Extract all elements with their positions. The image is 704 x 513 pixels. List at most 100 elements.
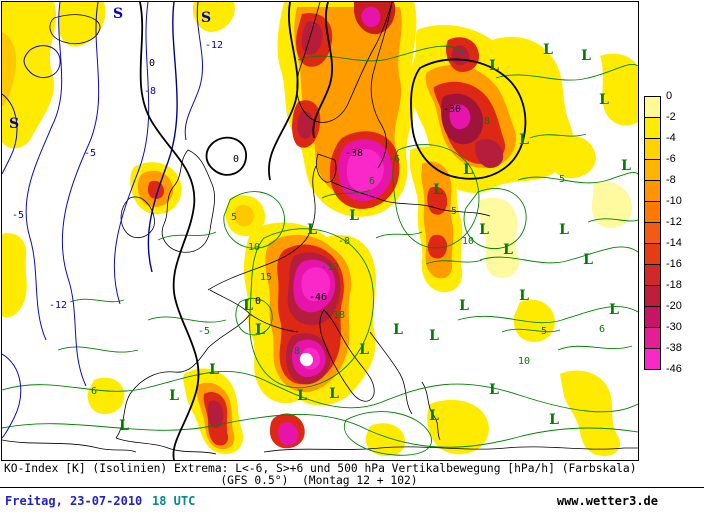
unstable-L-marker: L	[549, 412, 559, 428]
legend-color-cell	[644, 117, 661, 139]
contour-value-label: -8	[288, 346, 300, 357]
unstable-L-marker: L	[429, 408, 439, 424]
legend-color-cell	[644, 348, 661, 370]
contour-value-label: 10	[462, 236, 474, 247]
map-markers: S S S -5 -12 -5 -12 -8 0 0 0 -30 -38 -46 L L L L L L L L L L L L L…	[9, 6, 631, 434]
unstable-L-marker: L	[599, 92, 609, 108]
contour-value-label: -12	[49, 300, 67, 311]
unstable-L-marker: L	[621, 158, 631, 174]
green-contours	[2, 45, 638, 456]
unstable-L-marker: L	[503, 242, 513, 258]
unstable-L-marker: L	[243, 298, 253, 314]
stable-S-marker: S	[201, 10, 211, 26]
legend-label: -30	[666, 321, 682, 333]
legend-color-cell	[644, 138, 661, 160]
blue-contours	[2, 2, 203, 439]
unstable-L-marker: L	[543, 42, 553, 58]
contour-value-label: -5	[84, 148, 96, 159]
legend-label: -46	[666, 363, 682, 375]
footer-credit: www.wetter3.de	[556, 494, 658, 508]
legend-color-cell	[644, 327, 661, 349]
filled-regions	[2, 2, 638, 456]
unstable-L-marker: L	[479, 222, 489, 238]
legend-label: -18	[666, 279, 682, 291]
legend-label: 0	[666, 90, 673, 102]
legend-color-cell	[644, 222, 661, 244]
unstable-L-marker: L	[581, 48, 591, 64]
legend-label: -10	[666, 195, 682, 207]
unstable-L-marker: L	[559, 222, 569, 238]
black-contours	[139, 2, 527, 460]
contour-value-label: -5	[12, 210, 24, 221]
weather-map: S S S -5 -12 -5 -12 -8 0 0 0 -30 -38 -46 L L L L L L L L L L L L L…	[2, 2, 638, 460]
contour-value-label: 10	[518, 356, 530, 367]
unstable-L-marker: L	[359, 342, 369, 358]
legend-color-cell	[644, 180, 661, 202]
legend-color-cell	[644, 201, 661, 223]
contour-value-label: 5	[541, 326, 547, 337]
legend-label: -8	[666, 174, 676, 186]
caption-line2: (GFS 0.5°) (Montag 12 + 102)	[220, 474, 418, 487]
map-frame: S S S -5 -12 -5 -12 -8 0 0 0 -30 -38 -46 L L L L L L L L L L L L L…	[1, 1, 639, 461]
contour-value-label: -46	[309, 292, 327, 303]
unstable-L-marker: L	[433, 182, 443, 198]
legend-labels: 0 -2 -4 -6 -8 -10 -12 -14 -16 -18 -20 -30 -38 -46	[666, 90, 700, 396]
legend-label: -14	[666, 237, 682, 249]
contour-value-label: 6	[369, 176, 375, 187]
contour-value-label: -12	[321, 262, 339, 273]
footer-bar: Freitag, 23-07-2010 18 UTC www.wetter3.d…	[0, 487, 704, 513]
legend-label: -38	[666, 342, 682, 354]
contour-value-label: 5	[231, 212, 237, 223]
contour-value-label: 10	[248, 242, 260, 253]
unstable-L-marker: L	[489, 58, 499, 74]
legend-bar	[644, 96, 661, 370]
contour-value-label: -18	[327, 310, 345, 321]
unstable-L-marker: L	[519, 132, 529, 148]
legend-color-cell	[644, 264, 661, 286]
unstable-L-marker: L	[119, 418, 129, 434]
unstable-L-marker: L	[255, 322, 265, 338]
unstable-L-marker: L	[297, 388, 307, 404]
contour-value-label: 0	[255, 296, 261, 307]
footer-time: 18 UTC	[152, 494, 196, 508]
legend-label: -20	[666, 300, 682, 312]
contour-value-label: 5	[451, 206, 457, 217]
legend-label: -6	[666, 153, 676, 165]
legend-color-cell	[644, 243, 661, 265]
legend-label: -16	[666, 258, 682, 270]
contour-value-label: 6	[91, 386, 97, 397]
legend-color-cell	[644, 159, 661, 181]
contour-value-label: -8	[144, 86, 156, 97]
contour-value-label: 0	[233, 154, 239, 165]
unstable-L-marker: L	[349, 208, 359, 224]
unstable-L-marker: L	[583, 252, 593, 268]
legend-label: -2	[666, 111, 676, 123]
legend-label: -12	[666, 216, 682, 228]
contour-value-label: -30	[443, 104, 461, 115]
coastlines	[2, 2, 638, 455]
footer-date: Freitag, 23-07-2010	[5, 494, 143, 508]
unstable-L-marker: L	[329, 386, 339, 402]
contour-value-label: -12	[205, 40, 223, 51]
contour-value-label: 15	[260, 272, 272, 283]
contour-value-label: 0	[149, 58, 155, 69]
legend-label: -4	[666, 132, 676, 144]
contour-value-label: -8	[478, 116, 490, 127]
unstable-L-marker: L	[459, 298, 469, 314]
unstable-L-marker: L	[307, 222, 317, 238]
contour-value-label: -6	[388, 154, 400, 165]
unstable-L-marker: L	[463, 162, 473, 178]
legend-color-cell	[644, 285, 661, 307]
unstable-L-marker: L	[489, 382, 499, 398]
stable-S-marker: S	[9, 116, 19, 132]
unstable-L-marker: L	[429, 328, 439, 344]
caption-line1: KO-Index [K] (Isolinien) Extrema: L<-6, …	[4, 462, 637, 475]
contour-value-label: 5	[559, 174, 565, 185]
unstable-L-marker: L	[209, 362, 219, 378]
contour-value-label: -8	[338, 236, 350, 247]
unstable-L-marker: L	[169, 388, 179, 404]
legend-color-cell	[644, 306, 661, 328]
legend: 0 -2 -4 -6 -8 -10 -12 -14 -16 -18 -20 -30 -38 -46	[644, 90, 702, 406]
contour-value-label: 6	[599, 324, 605, 335]
